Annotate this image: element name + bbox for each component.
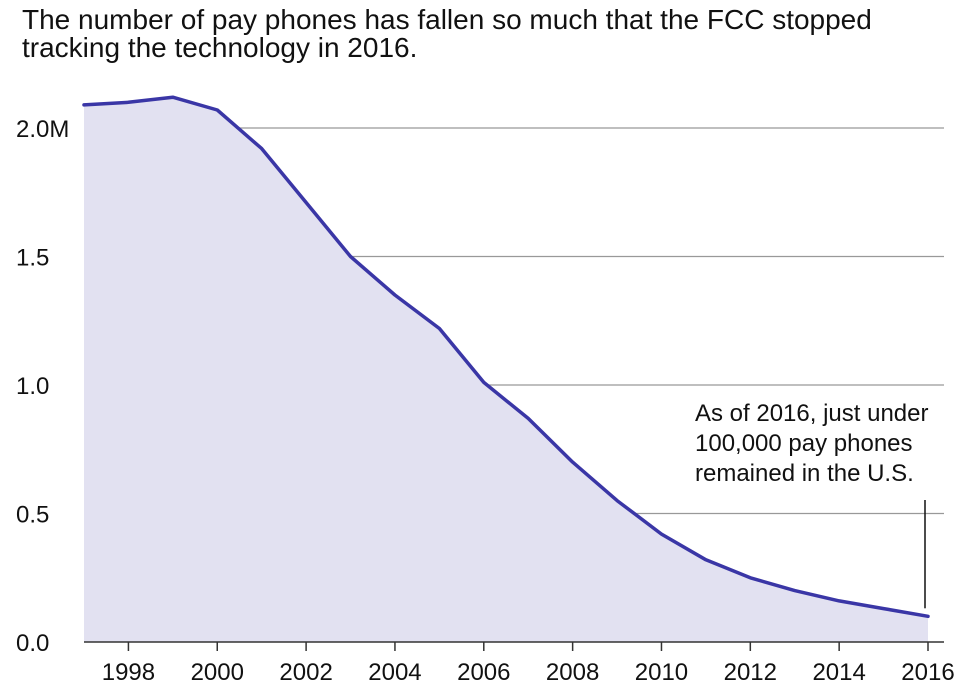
x-tick-label: 2008 xyxy=(546,659,599,686)
y-tick-label: 1.0 xyxy=(16,373,49,400)
x-tick-label: 2004 xyxy=(368,659,421,686)
y-tick-label: 2.0M xyxy=(16,116,69,143)
x-tick-label: 2002 xyxy=(279,659,332,686)
x-axis-ticks: 1998 2000 2002 2004 2006 2008 2010 2012 2014 2016 xyxy=(102,642,955,686)
x-tick-label: 2006 xyxy=(457,659,510,686)
y-tick-label: 0.0 xyxy=(16,630,49,657)
x-tick-label: 2012 xyxy=(724,659,777,686)
y-tick-label: 0.5 xyxy=(16,502,49,529)
series-line xyxy=(82,95,930,619)
area-fill xyxy=(84,97,928,642)
x-tick-label: 1998 xyxy=(102,659,155,686)
annotation: As of 2016, just under 100,000 pay phones… xyxy=(695,400,928,609)
x-tick-label: 2016 xyxy=(901,659,954,686)
chart-title: The number of pay phones has fallen so m… xyxy=(22,4,872,63)
y-tick-label: 1.5 xyxy=(16,245,49,272)
annotation-text: remained in the U.S. xyxy=(695,460,914,487)
y-axis-labels: 0.0 0.5 1.0 1.5 2.0M xyxy=(16,116,69,657)
x-tick-label: 2010 xyxy=(635,659,688,686)
x-tick-label: 2000 xyxy=(191,659,244,686)
annotation-text: As of 2016, just under xyxy=(695,400,928,427)
x-tick-label: 2014 xyxy=(812,659,865,686)
annotation-text: 100,000 pay phones xyxy=(695,430,913,457)
data-points xyxy=(83,97,929,617)
